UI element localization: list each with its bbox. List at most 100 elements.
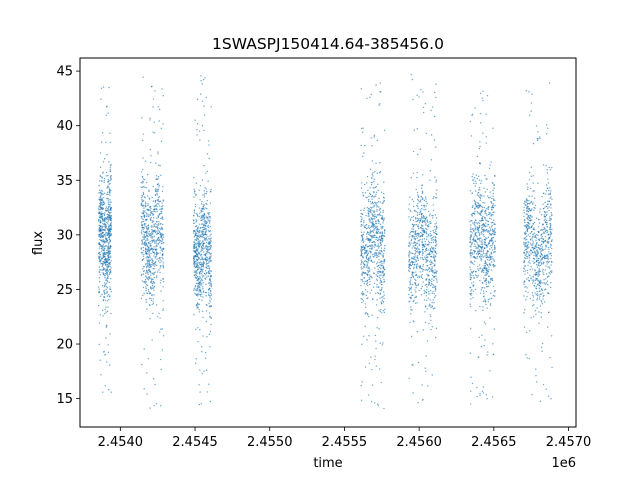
data-point	[535, 239, 537, 242]
season-cluster	[407, 73, 438, 404]
data-point	[360, 144, 362, 147]
data-point	[161, 254, 163, 256]
data-point	[535, 277, 537, 280]
data-point	[202, 291, 204, 293]
data-point	[524, 233, 526, 235]
data-point	[416, 204, 418, 207]
data-point	[492, 199, 495, 201]
data-point	[421, 254, 424, 256]
data-point	[429, 170, 431, 172]
data-point	[145, 281, 147, 283]
data-point	[199, 184, 202, 187]
data-point	[151, 229, 153, 231]
data-point	[206, 234, 208, 236]
data-point	[412, 392, 414, 394]
data-point	[374, 170, 376, 173]
data-point	[100, 250, 103, 252]
data-point	[98, 219, 100, 221]
data-point	[383, 200, 386, 202]
data-point	[203, 221, 205, 223]
data-point	[194, 260, 197, 263]
data-point	[549, 267, 551, 269]
data-point	[551, 167, 553, 169]
data-point	[431, 286, 434, 288]
data-point	[479, 204, 482, 207]
data-point	[372, 226, 375, 229]
data-point	[196, 238, 198, 240]
data-point	[200, 279, 202, 282]
data-point	[536, 307, 538, 309]
data-point	[200, 79, 202, 82]
data-point	[381, 215, 383, 217]
data-point	[368, 195, 370, 198]
data-point	[421, 268, 424, 270]
data-point	[106, 251, 108, 254]
data-point	[369, 192, 371, 194]
data-point	[162, 286, 164, 288]
data-point	[207, 212, 209, 214]
data-point	[425, 279, 427, 281]
data-point	[162, 258, 164, 260]
data-point	[534, 310, 537, 312]
data-point	[433, 256, 435, 259]
data-point	[431, 292, 433, 295]
data-point	[145, 264, 147, 266]
data-point	[369, 255, 371, 257]
data-point	[409, 196, 411, 198]
data-point	[551, 198, 553, 200]
data-point	[360, 251, 363, 253]
data-point	[374, 222, 377, 224]
data-point	[410, 286, 413, 288]
data-point	[103, 218, 106, 221]
data-point	[536, 259, 538, 261]
data-point	[103, 256, 105, 259]
data-point	[486, 214, 488, 217]
data-point	[205, 188, 208, 190]
data-point	[99, 259, 102, 261]
data-point	[205, 264, 207, 266]
data-point	[101, 247, 103, 249]
data-point	[141, 226, 144, 228]
data-point	[411, 309, 413, 311]
data-point	[101, 227, 104, 229]
data-point	[529, 232, 531, 235]
data-point	[479, 197, 482, 199]
data-point	[100, 229, 102, 232]
data-point	[202, 78, 205, 81]
data-point	[142, 220, 145, 223]
data-point	[532, 243, 534, 245]
data-point	[430, 284, 432, 287]
data-point	[408, 253, 410, 256]
data-point	[420, 187, 423, 189]
data-point	[547, 292, 549, 294]
data-point	[160, 234, 162, 236]
data-point	[151, 248, 153, 250]
data-point	[141, 199, 143, 201]
data-point	[493, 265, 495, 267]
data-point	[201, 219, 204, 221]
data-point	[362, 257, 365, 259]
data-point	[529, 297, 532, 300]
data-point	[196, 288, 199, 290]
data-point	[384, 244, 386, 247]
data-point	[480, 250, 482, 252]
data-point	[109, 208, 112, 210]
data-point	[490, 247, 493, 249]
data-point	[379, 242, 382, 244]
data-point	[471, 192, 473, 194]
data-point	[209, 237, 211, 240]
data-point	[373, 191, 375, 193]
data-point	[526, 257, 528, 259]
data-point	[107, 178, 109, 181]
data-point	[415, 244, 417, 246]
data-point	[423, 206, 425, 208]
data-point	[413, 321, 415, 323]
data-point	[419, 217, 421, 220]
data-point	[542, 192, 545, 195]
data-point	[542, 298, 544, 300]
data-point	[107, 208, 110, 211]
data-point	[160, 404, 162, 407]
data-point	[203, 105, 205, 107]
data-point	[146, 213, 148, 215]
data-point	[100, 374, 102, 376]
